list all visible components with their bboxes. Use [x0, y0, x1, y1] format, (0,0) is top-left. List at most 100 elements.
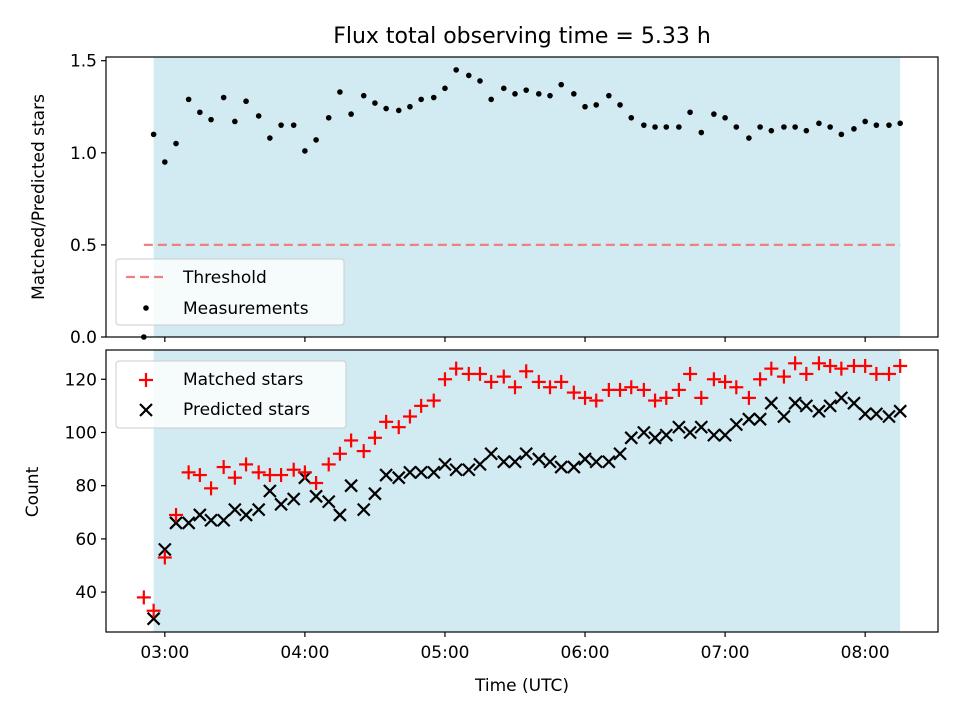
predicted-star-stroke [473, 457, 487, 472]
measurement-point [768, 127, 775, 134]
matched-star-point [834, 361, 849, 376]
predicted-star-stroke [484, 446, 498, 461]
predicted-star-stroke [567, 460, 581, 474]
matched-star-point [589, 393, 604, 408]
legend-measurements-marker [143, 305, 149, 311]
bottom-legend: Matched stars Predicted stars [115, 360, 347, 429]
predicted-star-point [204, 513, 218, 528]
predicted-star-stroke [193, 508, 207, 522]
matched-star-point [309, 476, 324, 491]
measurement-point [512, 91, 518, 97]
predicted-star-stroke [823, 399, 837, 413]
predicted-star-point [438, 457, 452, 472]
matched-star-point [379, 414, 394, 429]
predicted-star-stroke [309, 489, 323, 504]
predicted-star-point [742, 412, 756, 426]
predicted-star-point [882, 409, 896, 424]
matched-star-point [402, 409, 417, 424]
predicted-star-point [146, 611, 161, 626]
predicted-star-stroke [694, 420, 709, 434]
measurement-point [500, 85, 507, 92]
matched-star-point [893, 358, 908, 373]
matched-star-point [543, 380, 558, 395]
matched-star-point [729, 380, 744, 395]
x-tick-label: 07:00 [701, 643, 750, 663]
measurement-point [348, 111, 354, 117]
predicted-star-point [286, 492, 301, 506]
measurement-point [628, 114, 635, 121]
bottom-y-tick-label: 80 [75, 477, 97, 497]
measurement-point [220, 94, 227, 101]
legend-matched-marker [139, 373, 153, 387]
predicted-star-point [812, 404, 826, 418]
predicted-star-point [251, 502, 266, 517]
matched-star-point [297, 465, 312, 480]
predicted-star-point [181, 516, 196, 530]
measurement-point [150, 131, 157, 138]
measurement-point [290, 122, 297, 128]
predicted-star-stroke [858, 407, 872, 421]
measurement-point [698, 129, 705, 136]
measurement-point [663, 124, 670, 130]
measurement-point [197, 109, 203, 116]
matched-star-point [251, 465, 266, 480]
predicted-star-point [659, 428, 674, 442]
measurement-point [617, 102, 623, 108]
measurement-point [255, 113, 262, 119]
matched-star-point [169, 507, 184, 522]
measurement-point [337, 89, 343, 95]
matched-star-point [636, 382, 651, 397]
matched-star-point [181, 465, 196, 480]
predicted-star-point [228, 502, 242, 517]
predicted-star-stroke [554, 460, 568, 474]
predicted-star-stroke [532, 452, 546, 466]
predicted-star-point [869, 407, 884, 421]
predicted-star-point [847, 396, 861, 410]
predicted-star-stroke [497, 454, 511, 469]
predicted-star-stroke [216, 513, 231, 528]
predicted-star-stroke [578, 452, 592, 466]
matched-star-point [578, 390, 593, 405]
predicted-star-stroke [461, 462, 476, 477]
predicted-star-point [426, 465, 441, 480]
predicted-star-point [672, 420, 686, 434]
predicted-star-stroke [602, 454, 616, 469]
legend-threshold-label: Threshold [182, 268, 267, 288]
predicted-star-stroke [753, 412, 767, 426]
predicted-star-stroke [414, 465, 428, 480]
predicted-star-point [169, 516, 183, 530]
measurement-point [816, 120, 822, 127]
matched-star-point [741, 390, 756, 405]
matched-star-point [799, 366, 814, 381]
measurement-point [477, 78, 483, 84]
predicted-star-stroke [508, 454, 522, 469]
matched-star-point [344, 433, 359, 448]
predicted-star-stroke [426, 465, 441, 480]
matched-star-point [613, 382, 628, 397]
matched-star-point [694, 390, 709, 405]
x-tick-label: 08:00 [841, 643, 890, 663]
measurement-point [886, 122, 892, 128]
predicted-star-point [484, 446, 498, 461]
x-tick-label: 05:00 [420, 643, 469, 663]
top-y-tick-label: 1.0 [70, 144, 97, 164]
measurement-point [558, 81, 565, 88]
matched-star-point [753, 372, 768, 387]
matched-star-point [706, 372, 721, 387]
matched-star-point [484, 374, 499, 389]
matched-star-point [648, 393, 663, 408]
top-y-tick-label: 0.0 [70, 328, 97, 348]
measurement-point [185, 96, 192, 103]
predicted-star-stroke [648, 431, 662, 445]
predicted-star-point [263, 484, 277, 498]
measurement-point [395, 107, 402, 114]
predicted-star-stroke [672, 420, 686, 434]
predicted-star-point [508, 454, 522, 469]
measurement-point [676, 124, 682, 130]
matched-star-point [286, 462, 301, 477]
measurement-point [582, 103, 588, 110]
legend-matched-label: Matched stars [183, 370, 303, 390]
measurement-point [897, 120, 903, 127]
measurement-point [606, 92, 612, 99]
matched-star-point [507, 380, 522, 395]
